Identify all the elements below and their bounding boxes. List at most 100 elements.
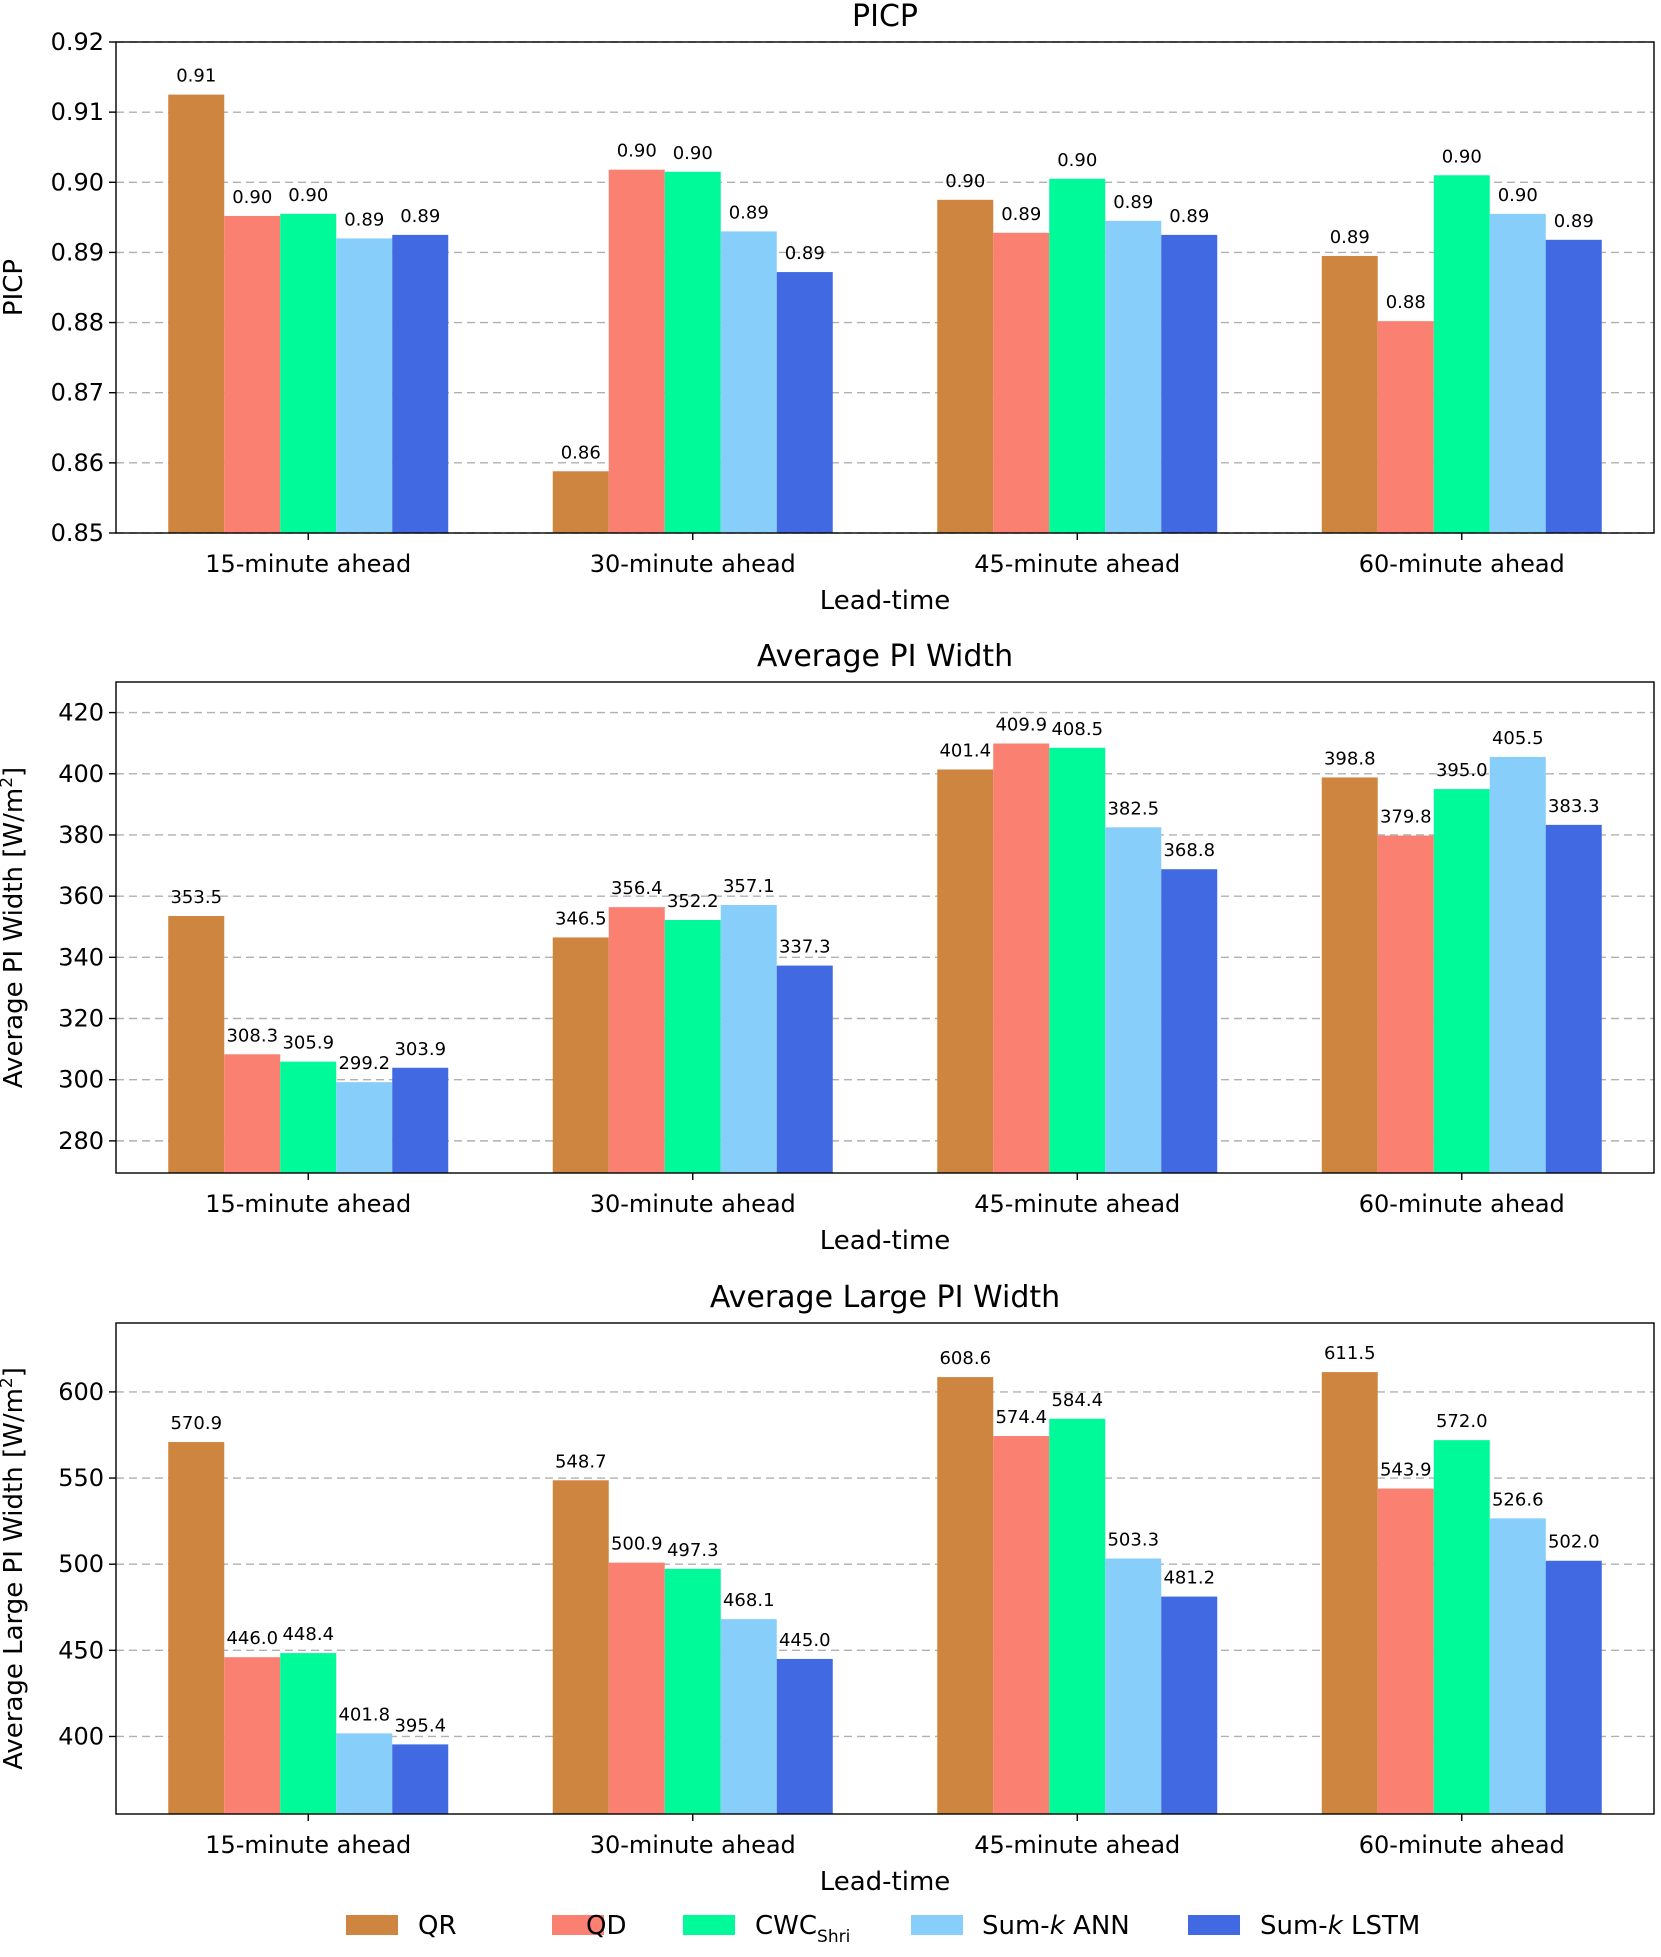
y-tick-label: 280	[58, 1127, 104, 1155]
bar-value-label: 395.0	[1436, 760, 1488, 781]
bar	[1545, 824, 1602, 1173]
chart-panel-1: 0.85 0.86 0.87 0.88 0.89 0.90 0.91 0.92 0.91 0.86…	[0, 0, 1655, 616]
bar	[224, 1054, 281, 1173]
bar-value-label: 468.1	[723, 1590, 775, 1611]
bar	[720, 905, 777, 1173]
chart-title: Average PI Width	[757, 639, 1013, 674]
bar-value-label: 0.90	[232, 187, 272, 208]
bar-value-label: 445.0	[779, 1630, 831, 1651]
bar-value-label: 0.90	[617, 141, 657, 162]
bar-value-label: 383.3	[1548, 796, 1600, 817]
legend: QR QD CWCShri Sum-k ANN Sum-k LSTM	[346, 1911, 1420, 1947]
bar-value-label: 401.4	[939, 740, 991, 761]
bar-value-label: 368.8	[1163, 840, 1215, 861]
bar-value-label: 352.2	[667, 891, 719, 912]
x-axis-label: Lead-time	[820, 586, 951, 616]
bar-value-label: 398.8	[1324, 748, 1376, 769]
y-tick-label: 400	[58, 1722, 104, 1750]
legend-label: QD	[586, 1911, 627, 1941]
bar	[1049, 1418, 1106, 1814]
axes-frame	[115, 41, 1655, 534]
bar	[1321, 255, 1378, 533]
y-tick-label: 420	[58, 699, 104, 727]
bar	[1377, 321, 1434, 533]
bar	[993, 1436, 1050, 1814]
y-tick-label: 0.88	[51, 309, 104, 337]
bar-value-label: 0.89	[729, 202, 769, 223]
bar	[1049, 178, 1106, 533]
legend-item: QR	[346, 1911, 457, 1941]
legend-swatch	[1188, 1915, 1240, 1935]
y-tick-label: 0.89	[51, 238, 104, 266]
bar	[664, 1568, 721, 1814]
bar	[280, 213, 337, 533]
bar-value-label: 0.89	[1330, 227, 1370, 248]
y-tick-label: 0.85	[51, 519, 104, 547]
y-tick-label: 0.92	[51, 28, 104, 56]
bar	[392, 1067, 449, 1173]
bar-value-label: 408.5	[1051, 719, 1103, 740]
bar	[608, 1562, 665, 1814]
bar-value-label: 543.9	[1380, 1460, 1432, 1481]
bar	[664, 171, 721, 533]
bar-value-label: 0.90	[673, 143, 713, 164]
bar-value-label: 409.9	[995, 714, 1047, 735]
bar-value-label: 572.0	[1436, 1411, 1488, 1432]
bar-value-label: 548.7	[555, 1451, 607, 1472]
bar-value-label: 353.5	[170, 887, 222, 908]
bar	[392, 234, 449, 533]
bar	[552, 1480, 609, 1814]
bar-value-label: 395.4	[394, 1715, 446, 1736]
bar-value-label: 497.3	[667, 1540, 719, 1561]
bar-value-label: 0.89	[1113, 192, 1153, 213]
y-tick-label: 360	[58, 882, 104, 910]
bar	[280, 1653, 337, 1814]
legend-label: QR	[418, 1911, 457, 1941]
x-tick-label: 60-minute ahead	[1359, 550, 1565, 578]
x-tick-label: 45-minute ahead	[974, 1831, 1180, 1859]
bar	[552, 937, 609, 1173]
bar	[224, 1657, 281, 1814]
axes-frame	[115, 1322, 1655, 1815]
y-tick-label: 320	[58, 1005, 104, 1033]
bar-value-label: 608.6	[939, 1348, 991, 1369]
bar	[1489, 756, 1546, 1173]
bar	[1049, 747, 1106, 1173]
x-tick-label: 15-minute ahead	[205, 1831, 411, 1859]
bar-value-label: 526.6	[1492, 1489, 1544, 1510]
bar	[1321, 1372, 1378, 1814]
bar	[608, 907, 665, 1173]
y-tick-label: 0.87	[51, 379, 104, 407]
bar	[1105, 827, 1162, 1173]
bar	[937, 199, 994, 534]
bar	[168, 1442, 225, 1814]
bar	[776, 1658, 833, 1814]
y-tick-label: 0.90	[51, 168, 104, 196]
bar	[168, 94, 225, 533]
y-tick-label: 0.86	[51, 449, 104, 477]
bar	[336, 1082, 393, 1173]
y-axis-label: Average PI Width [W/m2]	[0, 767, 29, 1088]
bar-value-label: 502.0	[1548, 1532, 1600, 1553]
bar-value-label: 584.4	[1051, 1390, 1103, 1411]
y-tick-label: 0.91	[51, 98, 104, 126]
x-tick-label: 30-minute ahead	[590, 550, 796, 578]
bar-value-label: 0.90	[945, 171, 985, 192]
bar	[1377, 835, 1434, 1173]
bar	[664, 920, 721, 1173]
bar-value-label: 401.8	[338, 1704, 390, 1725]
bar-value-label: 0.90	[288, 185, 328, 206]
bar	[1433, 175, 1490, 533]
y-axis-label: Average Large PI Width [W/m2]	[0, 1367, 29, 1770]
bar	[608, 169, 665, 533]
bar	[1545, 1560, 1602, 1814]
legend-item: Sum-k LSTM	[1188, 1911, 1420, 1941]
bar	[280, 1061, 337, 1173]
bar-value-label: 0.86	[561, 442, 601, 463]
bar-value-label: 0.90	[1498, 185, 1538, 206]
bar	[776, 965, 833, 1173]
x-axis-label: Lead-time	[820, 1226, 951, 1256]
bar-value-label: 448.4	[282, 1624, 334, 1645]
bar	[1161, 869, 1218, 1173]
